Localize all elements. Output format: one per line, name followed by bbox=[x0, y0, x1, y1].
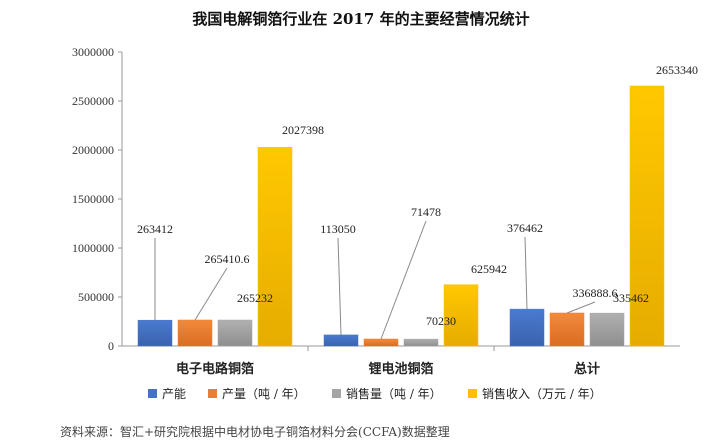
x-category-label: 锂电池铜箔 bbox=[368, 361, 433, 377]
x-category-label: 电子电路铜箔 bbox=[176, 361, 254, 377]
data-label: 263412 bbox=[137, 222, 173, 236]
bar bbox=[177, 319, 213, 347]
data-label: 113050 bbox=[320, 222, 356, 236]
data-label: 376462 bbox=[507, 221, 543, 235]
leader-line bbox=[337, 237, 342, 335]
bar bbox=[217, 319, 253, 347]
legend-swatch bbox=[208, 389, 217, 398]
legend-label: 产能 bbox=[162, 387, 186, 401]
data-label: 335462 bbox=[613, 291, 649, 305]
data-label: 71478 bbox=[411, 205, 441, 219]
leader-line bbox=[194, 267, 228, 321]
y-tick-label: 500000 bbox=[78, 290, 114, 304]
bar bbox=[549, 312, 585, 347]
data-label: 265232 bbox=[237, 291, 273, 305]
y-tick-label: 3000000 bbox=[72, 45, 114, 59]
bar bbox=[509, 308, 545, 347]
legend-label: 产量（吨 / 年） bbox=[222, 387, 306, 401]
source-note: 资料来源：智汇+研究院根据中电材协电子铜箔材料分会(CCFA)数据整理 bbox=[60, 425, 450, 439]
bar bbox=[323, 334, 359, 347]
data-label: 625942 bbox=[471, 262, 507, 276]
y-tick-label: 2500000 bbox=[72, 94, 114, 108]
bar bbox=[443, 284, 479, 347]
bar bbox=[403, 338, 439, 347]
legend-label: 销售量（吨 / 年） bbox=[346, 386, 442, 401]
legend-swatch bbox=[468, 389, 477, 398]
leader-line bbox=[380, 220, 427, 340]
bars bbox=[137, 85, 665, 347]
leader-line bbox=[524, 236, 528, 310]
y-tick-label: 2000000 bbox=[72, 143, 114, 157]
bar bbox=[137, 319, 173, 347]
legend-swatch bbox=[332, 389, 341, 398]
y-axis: 0 500000 1000000 1500000 2000000 2500000 30000… bbox=[72, 45, 123, 353]
bar bbox=[629, 85, 665, 347]
y-tick-label: 1000000 bbox=[72, 241, 114, 255]
data-label: 70230 bbox=[426, 314, 456, 328]
legend-swatch bbox=[148, 389, 157, 398]
bar bbox=[363, 338, 399, 347]
bar bbox=[589, 312, 625, 347]
data-label: 2027398 bbox=[282, 123, 324, 137]
chart-title: 我国电解铜箔行业在 2017 年的主要经营情况统计 bbox=[192, 10, 529, 28]
legend: 产能 产量（吨 / 年） 销售量（吨 / 年） 销售收入（万元 / 年） bbox=[148, 386, 602, 401]
y-tick-label: 1500000 bbox=[72, 192, 114, 206]
data-labels: 263412 113050 376462 265410.6 71478 336888.6 2… bbox=[137, 63, 698, 328]
legend-label: 销售收入（万元 / 年） bbox=[482, 386, 602, 401]
data-label: 265410.6 bbox=[205, 252, 250, 266]
data-label: 2653340 bbox=[656, 63, 698, 77]
y-tick-label: 0 bbox=[108, 339, 114, 353]
x-axis: 电子电路铜箔 锂电池铜箔 总计 bbox=[122, 345, 680, 377]
data-label: 336888.6 bbox=[573, 286, 618, 300]
leader-line bbox=[566, 301, 596, 314]
x-category-label: 总计 bbox=[574, 361, 600, 377]
leader-lines bbox=[154, 220, 596, 340]
bar bbox=[257, 147, 293, 347]
